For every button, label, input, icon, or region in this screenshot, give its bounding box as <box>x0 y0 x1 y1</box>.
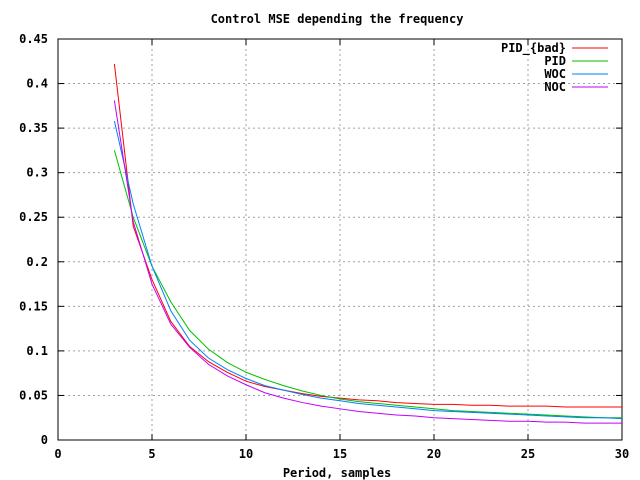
legend-label: PID_{bad} <box>501 41 566 56</box>
x-tick-label: 20 <box>427 447 441 461</box>
y-tick-label: 0.35 <box>19 121 48 135</box>
x-tick-label: 25 <box>521 447 535 461</box>
series-lines <box>113 63 623 424</box>
series-line-1 <box>113 150 622 419</box>
y-tick-label: 0.3 <box>26 166 48 180</box>
grid <box>58 39 622 440</box>
y-tick-label: 0 <box>41 433 48 447</box>
x-tick-label: 30 <box>615 447 629 461</box>
y-tick-label: 0.4 <box>26 77 48 91</box>
x-axis-label: Period, samples <box>283 466 391 480</box>
y-tick-label: 0.2 <box>26 255 48 269</box>
x-tick-label: 15 <box>333 447 347 461</box>
y-tick-label: 0.15 <box>19 299 48 313</box>
axes: 0 5 10 15 20 25 30 0 0.05 0.1 0.15 0.2 0.25 0.3 0.35 0.… <box>19 32 629 461</box>
y-tick-label: 0.05 <box>19 388 48 402</box>
x-tick-label: 10 <box>239 447 253 461</box>
y-tick-label: 0.25 <box>19 210 48 224</box>
legend-label: WOC <box>544 67 566 81</box>
series-line-0 <box>113 63 622 408</box>
series-line-2 <box>113 120 623 420</box>
x-tick-label: 5 <box>148 447 155 461</box>
y-tick-label: 0.45 <box>19 32 48 46</box>
x-tick-label: 0 <box>54 447 61 461</box>
plot-border <box>57 38 623 441</box>
legend-label: NOC <box>544 80 566 94</box>
series-line-3 <box>113 100 622 424</box>
chart-title: Control MSE depending the frequency <box>211 12 464 26</box>
y-tick-label: 0.1 <box>26 344 48 358</box>
legend-label: PID <box>544 54 566 68</box>
